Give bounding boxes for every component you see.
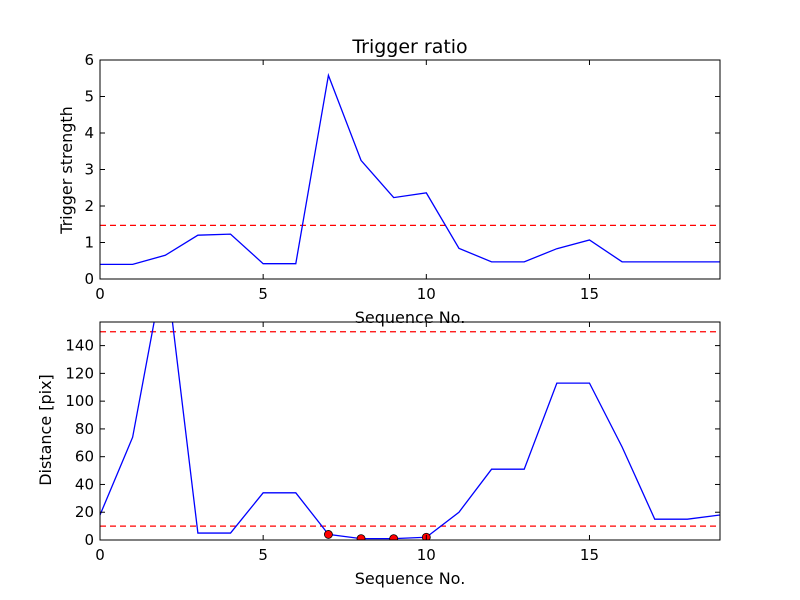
- y-axis-label: Distance [pix]: [36, 374, 55, 486]
- distance-chart: Sequence No. Distance [pix] 0 5 10 15 0 20 40 6…: [36, 321, 721, 588]
- series-line-0: [100, 322, 720, 540]
- x-axis-label: Sequence No.: [355, 308, 466, 327]
- x-tick-label: 15: [580, 285, 599, 303]
- y-tick-label: 0: [84, 270, 94, 288]
- data-point-marker: [389, 534, 399, 540]
- y-tick-label: 80: [75, 420, 94, 438]
- plot-marks: [100, 322, 720, 540]
- x-tick-label: 10: [417, 546, 436, 564]
- trigger-ratio-chart: Trigger ratio Sequence No. Trigger stren…: [57, 36, 721, 327]
- y-tick-label: 6: [84, 51, 94, 69]
- plot-marks: [100, 72, 720, 266]
- y-tick-label: 120: [65, 364, 94, 382]
- chart-title: Trigger ratio: [351, 36, 467, 58]
- plot-area: 0 5 10 15 0 20 40 60 80 100 120 140: [65, 321, 721, 564]
- x-axis-label: Sequence No.: [355, 569, 466, 588]
- y-axis-label: Trigger strength: [57, 106, 76, 235]
- y-tick-label: 5: [84, 88, 94, 106]
- y-tick-label: 60: [75, 448, 94, 466]
- y-tick-label: 20: [75, 503, 94, 521]
- plot-area: 0 5 10 15 0 1 2 3 4 5 6: [84, 51, 721, 303]
- y-tick-label: 40: [75, 475, 94, 493]
- data-point-marker: [324, 530, 333, 539]
- y-tick-label: 0: [84, 531, 94, 549]
- x-tick-label: 5: [258, 546, 268, 564]
- y-tick-label: 100: [65, 392, 94, 410]
- x-tick-label: 0: [95, 285, 105, 303]
- x-tick-label: 15: [580, 546, 599, 564]
- data-point-marker: [356, 534, 366, 540]
- y-tick-label: 140: [65, 337, 94, 355]
- y-tick-label: 2: [84, 197, 94, 215]
- y-tick-label: 1: [84, 234, 94, 252]
- axes-frame: [99, 321, 721, 541]
- x-tick-label: 5: [258, 285, 268, 303]
- x-tick-label: 10: [417, 285, 436, 303]
- y-tick-label: 4: [84, 124, 94, 142]
- series-line-0: [100, 72, 720, 266]
- x-tick-label: 0: [95, 546, 105, 564]
- y-tick-label: 3: [84, 161, 94, 179]
- axes-frame: [99, 59, 721, 280]
